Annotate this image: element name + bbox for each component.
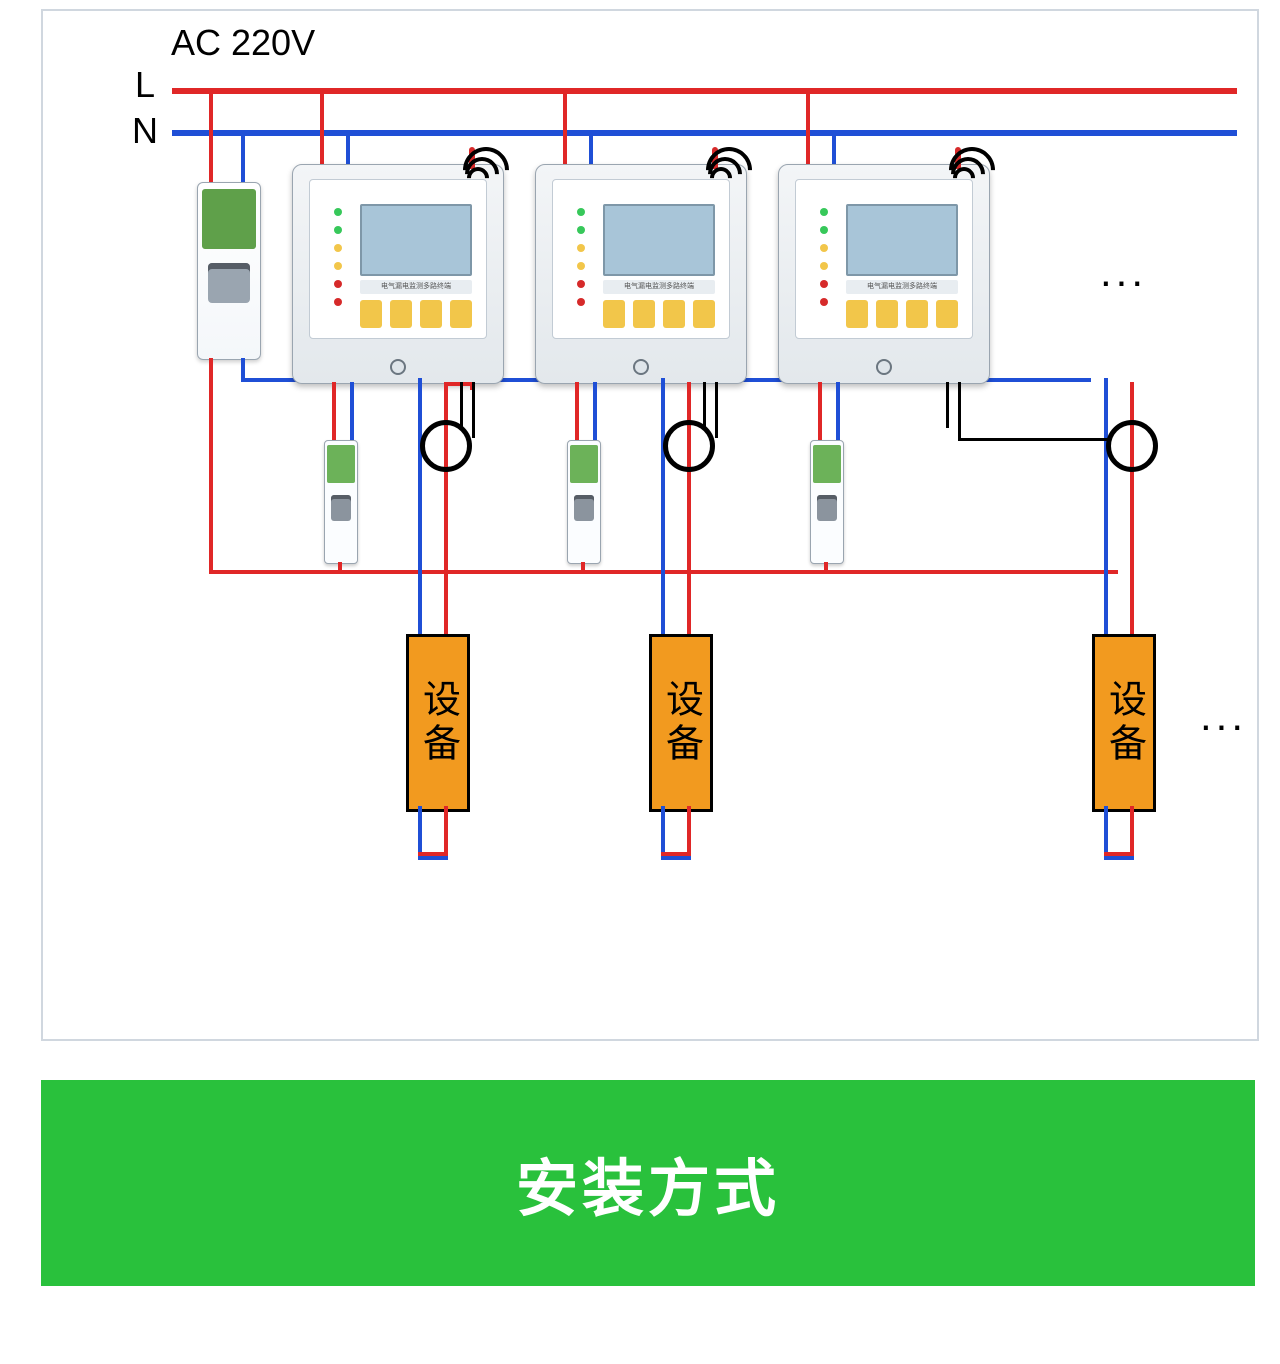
ellipsis-equipment: ... [1200, 692, 1247, 740]
g1-ct-sense-b [472, 382, 475, 438]
device-caption: 电气漏电监测多路终端 [846, 280, 958, 294]
lcd-screen [846, 204, 958, 276]
equipment-label: 设备 [654, 679, 709, 767]
monitoring-device-3: 电气漏电监测多路终端 [778, 164, 990, 384]
led-column [334, 208, 350, 306]
g3-sub-out [824, 562, 828, 574]
sub-breaker-2 [567, 440, 601, 564]
g1-eq-L [418, 378, 422, 634]
g1-dev-L-out [332, 382, 336, 440]
g3-ct-sense-a [946, 382, 949, 428]
monitoring-device-1: 电气漏电监测多路终端 [292, 164, 504, 384]
monitoring-device-2: 电气漏电监测多路终端 [535, 164, 747, 384]
title-bar: 安装方式 [41, 1080, 1255, 1286]
bus-line-L [172, 88, 1237, 94]
sub-breaker-3 [810, 440, 844, 564]
g2-loop-B2 [661, 852, 691, 856]
g2-ct-sense-a [703, 382, 706, 428]
g2-L-in [563, 88, 567, 164]
equipment-label: 设备 [411, 679, 466, 767]
equipment-3: 设备 [1092, 634, 1156, 812]
g2-loop-R [687, 806, 691, 856]
g1-sub-out [338, 562, 342, 574]
device-panel: 电气漏电监测多路终端 [552, 179, 730, 339]
led-column [577, 208, 593, 306]
ac-voltage-label: AC 220V [171, 22, 315, 64]
equipment-2: 设备 [649, 634, 713, 812]
button-row [603, 300, 715, 328]
sub-breaker-1 [324, 440, 358, 564]
device-caption: 电气漏电监测多路终端 [603, 280, 715, 294]
g1-loop-L [418, 806, 422, 856]
ct-clamp-1 [420, 420, 472, 472]
button-row [360, 300, 472, 328]
g2-N-in [589, 130, 593, 164]
g3-L-in [806, 88, 810, 164]
g3-ct-link [958, 438, 1108, 441]
g1-dev-N-out [350, 382, 354, 440]
g3-dev-N-out [836, 382, 840, 440]
led-column [820, 208, 836, 306]
g1-loop-R [444, 806, 448, 856]
g2-dev-N-out [593, 382, 597, 440]
wire-breaker-out-L [209, 358, 213, 574]
title-text: 安装方式 [516, 1138, 780, 1228]
g3-ct-sense-b [958, 382, 961, 438]
mount-hole-icon [633, 359, 649, 375]
g1-L-in [320, 88, 324, 164]
line-label-L: L [135, 64, 155, 106]
device-caption: 电气漏电监测多路终端 [360, 280, 472, 294]
mount-hole-icon [390, 359, 406, 375]
mount-hole-icon [876, 359, 892, 375]
wire-L-to-breaker [209, 88, 213, 182]
main-circuit-breaker [197, 182, 261, 360]
lcd-screen [360, 204, 472, 276]
ellipsis-devices: ... [1100, 248, 1147, 296]
g3-eq-L-fromBus [1114, 570, 1118, 574]
g2-loop-B [661, 856, 691, 860]
g1-loop-B [418, 856, 448, 860]
wire-N-to-breaker [241, 130, 245, 182]
g3-N-in [832, 130, 836, 164]
device-panel: 电气漏电监测多路终端 [795, 179, 973, 339]
equipment-1: 设备 [406, 634, 470, 812]
g3-loop-R [1130, 806, 1134, 856]
g3-eq-N [1104, 378, 1108, 634]
g2-eq-N [661, 378, 665, 634]
bus-line-N [172, 130, 1237, 136]
g3-loop-L [1104, 806, 1108, 856]
g1-ct-sense-a [460, 382, 463, 428]
device-panel: 电气漏电监测多路终端 [309, 179, 487, 339]
ct-clamp-2 [663, 420, 715, 472]
g1-N-in [346, 130, 350, 164]
g3-loop-B2 [1104, 852, 1134, 856]
g1-loop-B2 [418, 852, 448, 856]
lcd-screen [603, 204, 715, 276]
g2-sub-out [581, 562, 585, 574]
g2-loop-L [661, 806, 665, 856]
button-row [846, 300, 958, 328]
g2-ct-sense-b [715, 382, 718, 438]
equipment-label: 设备 [1097, 679, 1152, 767]
g3-dev-L-out [818, 382, 822, 440]
g3-loop-B [1104, 856, 1134, 860]
g2-dev-L-out [575, 382, 579, 440]
line-label-N: N [132, 110, 158, 152]
ct-clamp-3 [1106, 420, 1158, 472]
